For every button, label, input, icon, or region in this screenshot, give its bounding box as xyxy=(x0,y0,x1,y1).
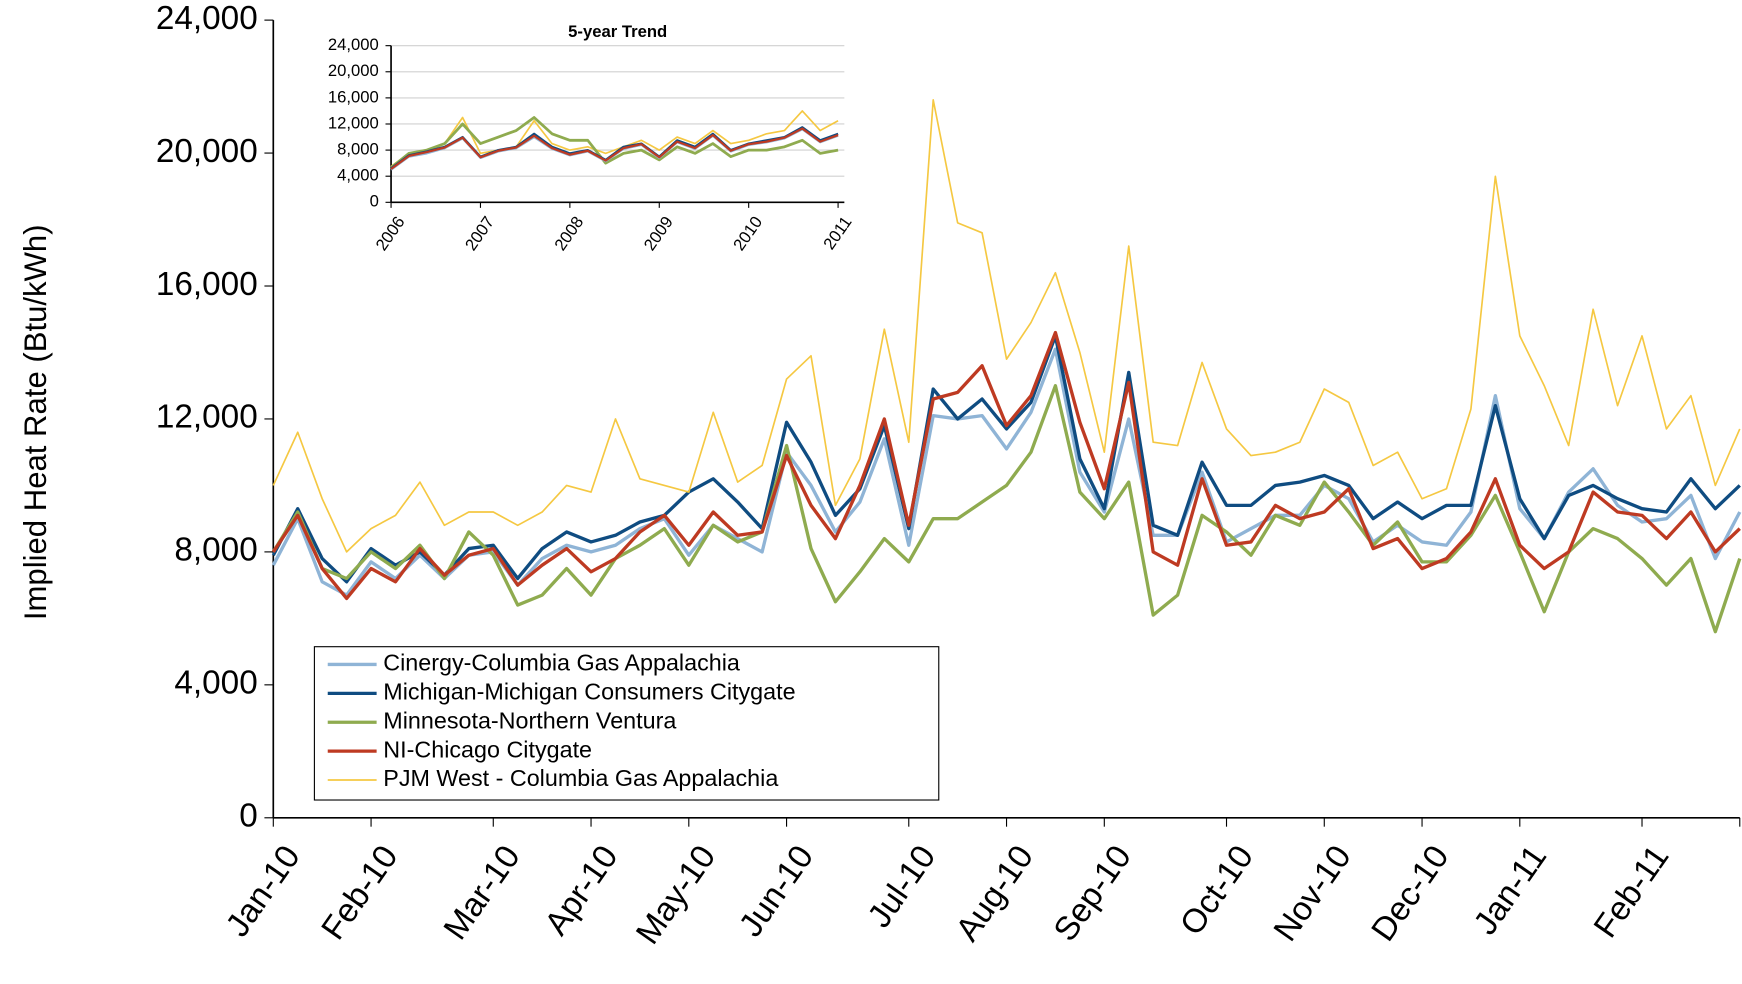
series-line xyxy=(271,334,1741,584)
y-tick-label: 16,000 xyxy=(328,87,379,106)
chart-title: 5-year Trend xyxy=(568,22,667,41)
y-tick-label: 16,000 xyxy=(156,266,258,303)
x-tick-label: Jan-10 xyxy=(219,839,308,944)
x-tick-label: Oct-10 xyxy=(1173,839,1261,942)
series-line xyxy=(390,116,839,169)
legend-box xyxy=(313,646,940,801)
y-tick-label: 12,000 xyxy=(156,399,258,436)
legend-label: Minnesota-Northern Ventura xyxy=(383,707,676,733)
x-tick-label: Feb-11 xyxy=(1587,839,1676,945)
y-tick-label: 8,000 xyxy=(174,532,257,569)
legend-label: Michigan-Michigan Consumers Citygate xyxy=(383,679,795,705)
legend-label: Cinergy-Columbia Gas Appalachia xyxy=(383,650,740,676)
series-line xyxy=(390,127,839,170)
y-tick-label: 4,000 xyxy=(337,166,379,185)
x-tick-label: Mar-10 xyxy=(437,839,528,947)
x-tick-label: Nov-10 xyxy=(1267,839,1359,948)
y-tick-label: 8,000 xyxy=(337,140,379,159)
y-axis-label: Implied Heat Rate (Btu/kWh) xyxy=(18,224,53,620)
y-tick-label: 0 xyxy=(370,192,379,211)
y-tick-label: 24,000 xyxy=(156,0,258,37)
y-tick-label: 4,000 xyxy=(174,665,257,702)
legend-label: NI-Chicago Citygate xyxy=(383,736,592,762)
x-tick-label: Feb-10 xyxy=(315,839,406,947)
x-tick-label: Aug-10 xyxy=(949,839,1041,948)
x-tick-label: Sep-10 xyxy=(1047,839,1139,948)
x-tick-label: Dec-10 xyxy=(1365,839,1457,948)
y-tick-label: 0 xyxy=(239,798,258,835)
legend-label: PJM West - Columbia Gas Appalachia xyxy=(383,765,778,791)
x-tick-label: Jan-11 xyxy=(1467,839,1554,942)
y-tick-label: 20,000 xyxy=(328,61,379,80)
series-line xyxy=(271,384,1742,634)
x-tick-label: May-10 xyxy=(629,839,723,951)
y-tick-label: 12,000 xyxy=(328,113,379,132)
x-tick-label: Jul-10 xyxy=(861,839,943,935)
x-tick-label: Jun-10 xyxy=(732,839,821,944)
series-line xyxy=(272,99,1741,553)
series-line xyxy=(271,330,1741,601)
series-line xyxy=(390,110,839,168)
y-tick-label: 24,000 xyxy=(328,35,379,54)
y-tick-label: 20,000 xyxy=(156,133,258,170)
x-tick-label: Apr-10 xyxy=(538,839,626,942)
